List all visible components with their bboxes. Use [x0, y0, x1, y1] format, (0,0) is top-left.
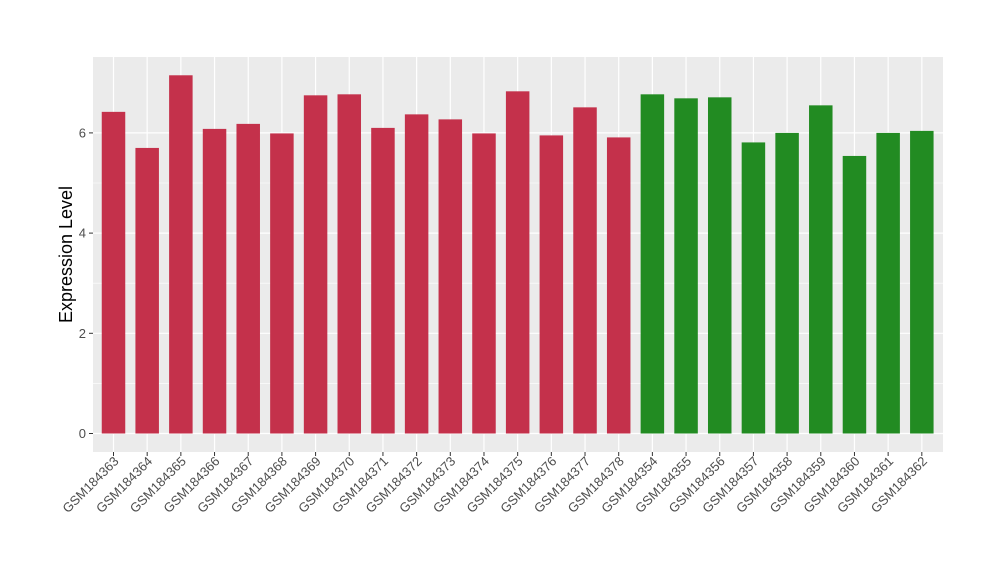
bar-GSM184376 [539, 135, 564, 434]
bar-GSM184371 [371, 127, 395, 434]
bar-GSM184357 [741, 142, 766, 434]
y-tick-label: 6 [79, 125, 86, 140]
bar-GSM184369 [303, 95, 328, 434]
bar-GSM184366 [202, 128, 227, 434]
bar-GSM184374 [472, 133, 496, 434]
bar-GSM184360 [842, 155, 867, 434]
y-tick-label: 2 [79, 326, 86, 341]
y-tick-label: 0 [79, 426, 86, 441]
bar-GSM184364 [135, 147, 159, 434]
bars [101, 75, 934, 434]
bar-GSM184358 [775, 132, 799, 434]
bar-GSM184367 [236, 123, 260, 434]
bar-GSM184354 [640, 94, 665, 434]
bar-GSM184368 [270, 133, 294, 434]
bar-GSM184362 [910, 130, 934, 434]
bar-GSM184370 [337, 94, 362, 434]
bar-GSM184359 [809, 105, 833, 434]
y-axis-title: Expression Level [56, 186, 76, 323]
bar-GSM184356 [707, 97, 732, 434]
x-axis: GSM184363GSM184364GSM184365GSM184366GSM1… [59, 452, 930, 516]
bar-GSM184355 [674, 98, 698, 434]
bar-GSM184375 [505, 91, 530, 434]
bar-GSM184365 [169, 75, 193, 434]
bar-GSM184363 [101, 111, 126, 434]
bar-GSM184378 [606, 137, 631, 434]
bar-GSM184377 [573, 107, 597, 434]
y-axis: 0 2 4 6 [79, 125, 93, 441]
bar-GSM184373 [438, 119, 463, 434]
bar-GSM184361 [876, 132, 900, 434]
bar-GSM184372 [404, 114, 429, 434]
y-tick-label: 4 [79, 226, 86, 241]
